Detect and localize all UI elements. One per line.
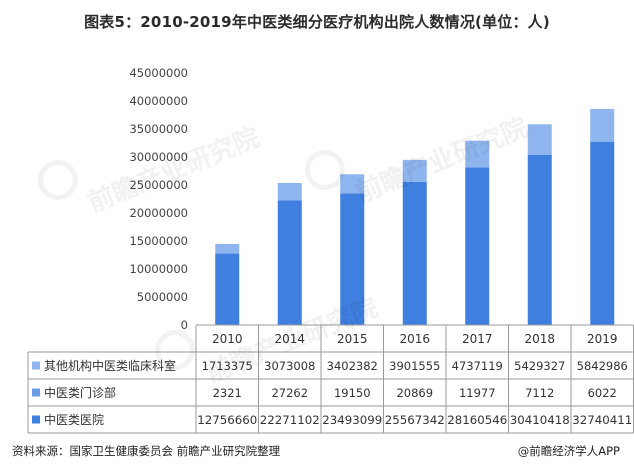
- data-value-label: 32740411: [572, 413, 632, 427]
- x-category-label: 2015: [337, 332, 368, 346]
- data-value-label: 20869: [396, 386, 433, 400]
- bar-segment: [277, 200, 302, 325]
- bar-segment: [590, 108, 615, 142]
- data-value-label: 12756660: [197, 413, 257, 427]
- bar-segment: [215, 253, 240, 325]
- y-tick-label: 35000000: [129, 122, 188, 136]
- bar-segment: [340, 193, 365, 325]
- x-category-label: 2016: [399, 332, 430, 346]
- y-tick-label: 45000000: [129, 66, 188, 80]
- data-value-label: 28160546: [447, 413, 507, 427]
- y-tick-label: 40000000: [129, 94, 188, 108]
- data-value-label: 5842986: [577, 359, 628, 373]
- data-value-label: 27262: [271, 386, 308, 400]
- y-tick-label: 25000000: [129, 178, 188, 192]
- bar-segment: [402, 181, 427, 325]
- bar-segment: [402, 159, 427, 182]
- legend-swatch: [32, 388, 40, 397]
- bar-segment: [590, 141, 615, 325]
- bar-segment: [465, 167, 490, 325]
- data-value-label: 3402382: [327, 359, 378, 373]
- chart-title: 图表5：2010-2019年中医类细分医疗机构出院人数情况(单位：人): [84, 13, 550, 31]
- brand-note: @前瞻经济学人APP: [517, 444, 620, 458]
- data-value-label: 22271102: [260, 413, 320, 427]
- data-value-label: 25567342: [385, 413, 445, 427]
- bar-segment: [277, 182, 302, 201]
- data-value-label: 11977: [459, 386, 496, 400]
- bar-segment: [465, 140, 490, 168]
- y-tick-label: 30000000: [129, 150, 188, 164]
- x-category-label: 2010: [212, 332, 243, 346]
- y-tick-label: 15000000: [129, 234, 188, 248]
- data-value-label: 6022: [588, 386, 617, 400]
- legend-label: 其他机构中医类临床科室: [44, 358, 176, 373]
- data-value-label: 1713375: [202, 359, 253, 373]
- x-category-label: 2019: [587, 332, 618, 346]
- data-value-label: 2321: [213, 386, 242, 400]
- stacked-bar-chart: 0 5000000 10000000 15000000 20000000 25000000…: [27, 66, 634, 434]
- data-value-label: 30410418: [510, 413, 570, 427]
- legend-swatch: [32, 361, 40, 370]
- data-value-label: 5429327: [514, 359, 565, 373]
- data-value-label: 23493099: [322, 413, 382, 427]
- data-value-label: 19150: [334, 386, 371, 400]
- data-value-label: 4737119: [452, 359, 503, 373]
- legend-swatch: [32, 415, 40, 424]
- bar-segment: [215, 243, 240, 254]
- data-value-label: 3901555: [389, 359, 440, 373]
- y-tick-label: 0: [181, 318, 188, 332]
- bar-segment: [527, 154, 552, 325]
- y-tick-label: 10000000: [129, 262, 188, 276]
- y-tick-label: 20000000: [129, 206, 188, 220]
- x-category-label: 2018: [524, 332, 555, 346]
- legend-label: 中医类医院: [44, 412, 104, 427]
- x-category-label: 2017: [462, 332, 493, 346]
- source-note: 资料来源：国家卫生健康委员会 前瞻产业研究院整理: [12, 444, 281, 458]
- legend-label: 中医类门诊部: [44, 385, 116, 400]
- bar-segment: [340, 174, 365, 194]
- data-value-label: 3073008: [264, 359, 315, 373]
- y-tick-label: 5000000: [137, 290, 188, 304]
- x-category-label: 2014: [274, 332, 305, 346]
- bar-segment: [527, 124, 552, 155]
- data-value-label: 7112: [525, 386, 554, 400]
